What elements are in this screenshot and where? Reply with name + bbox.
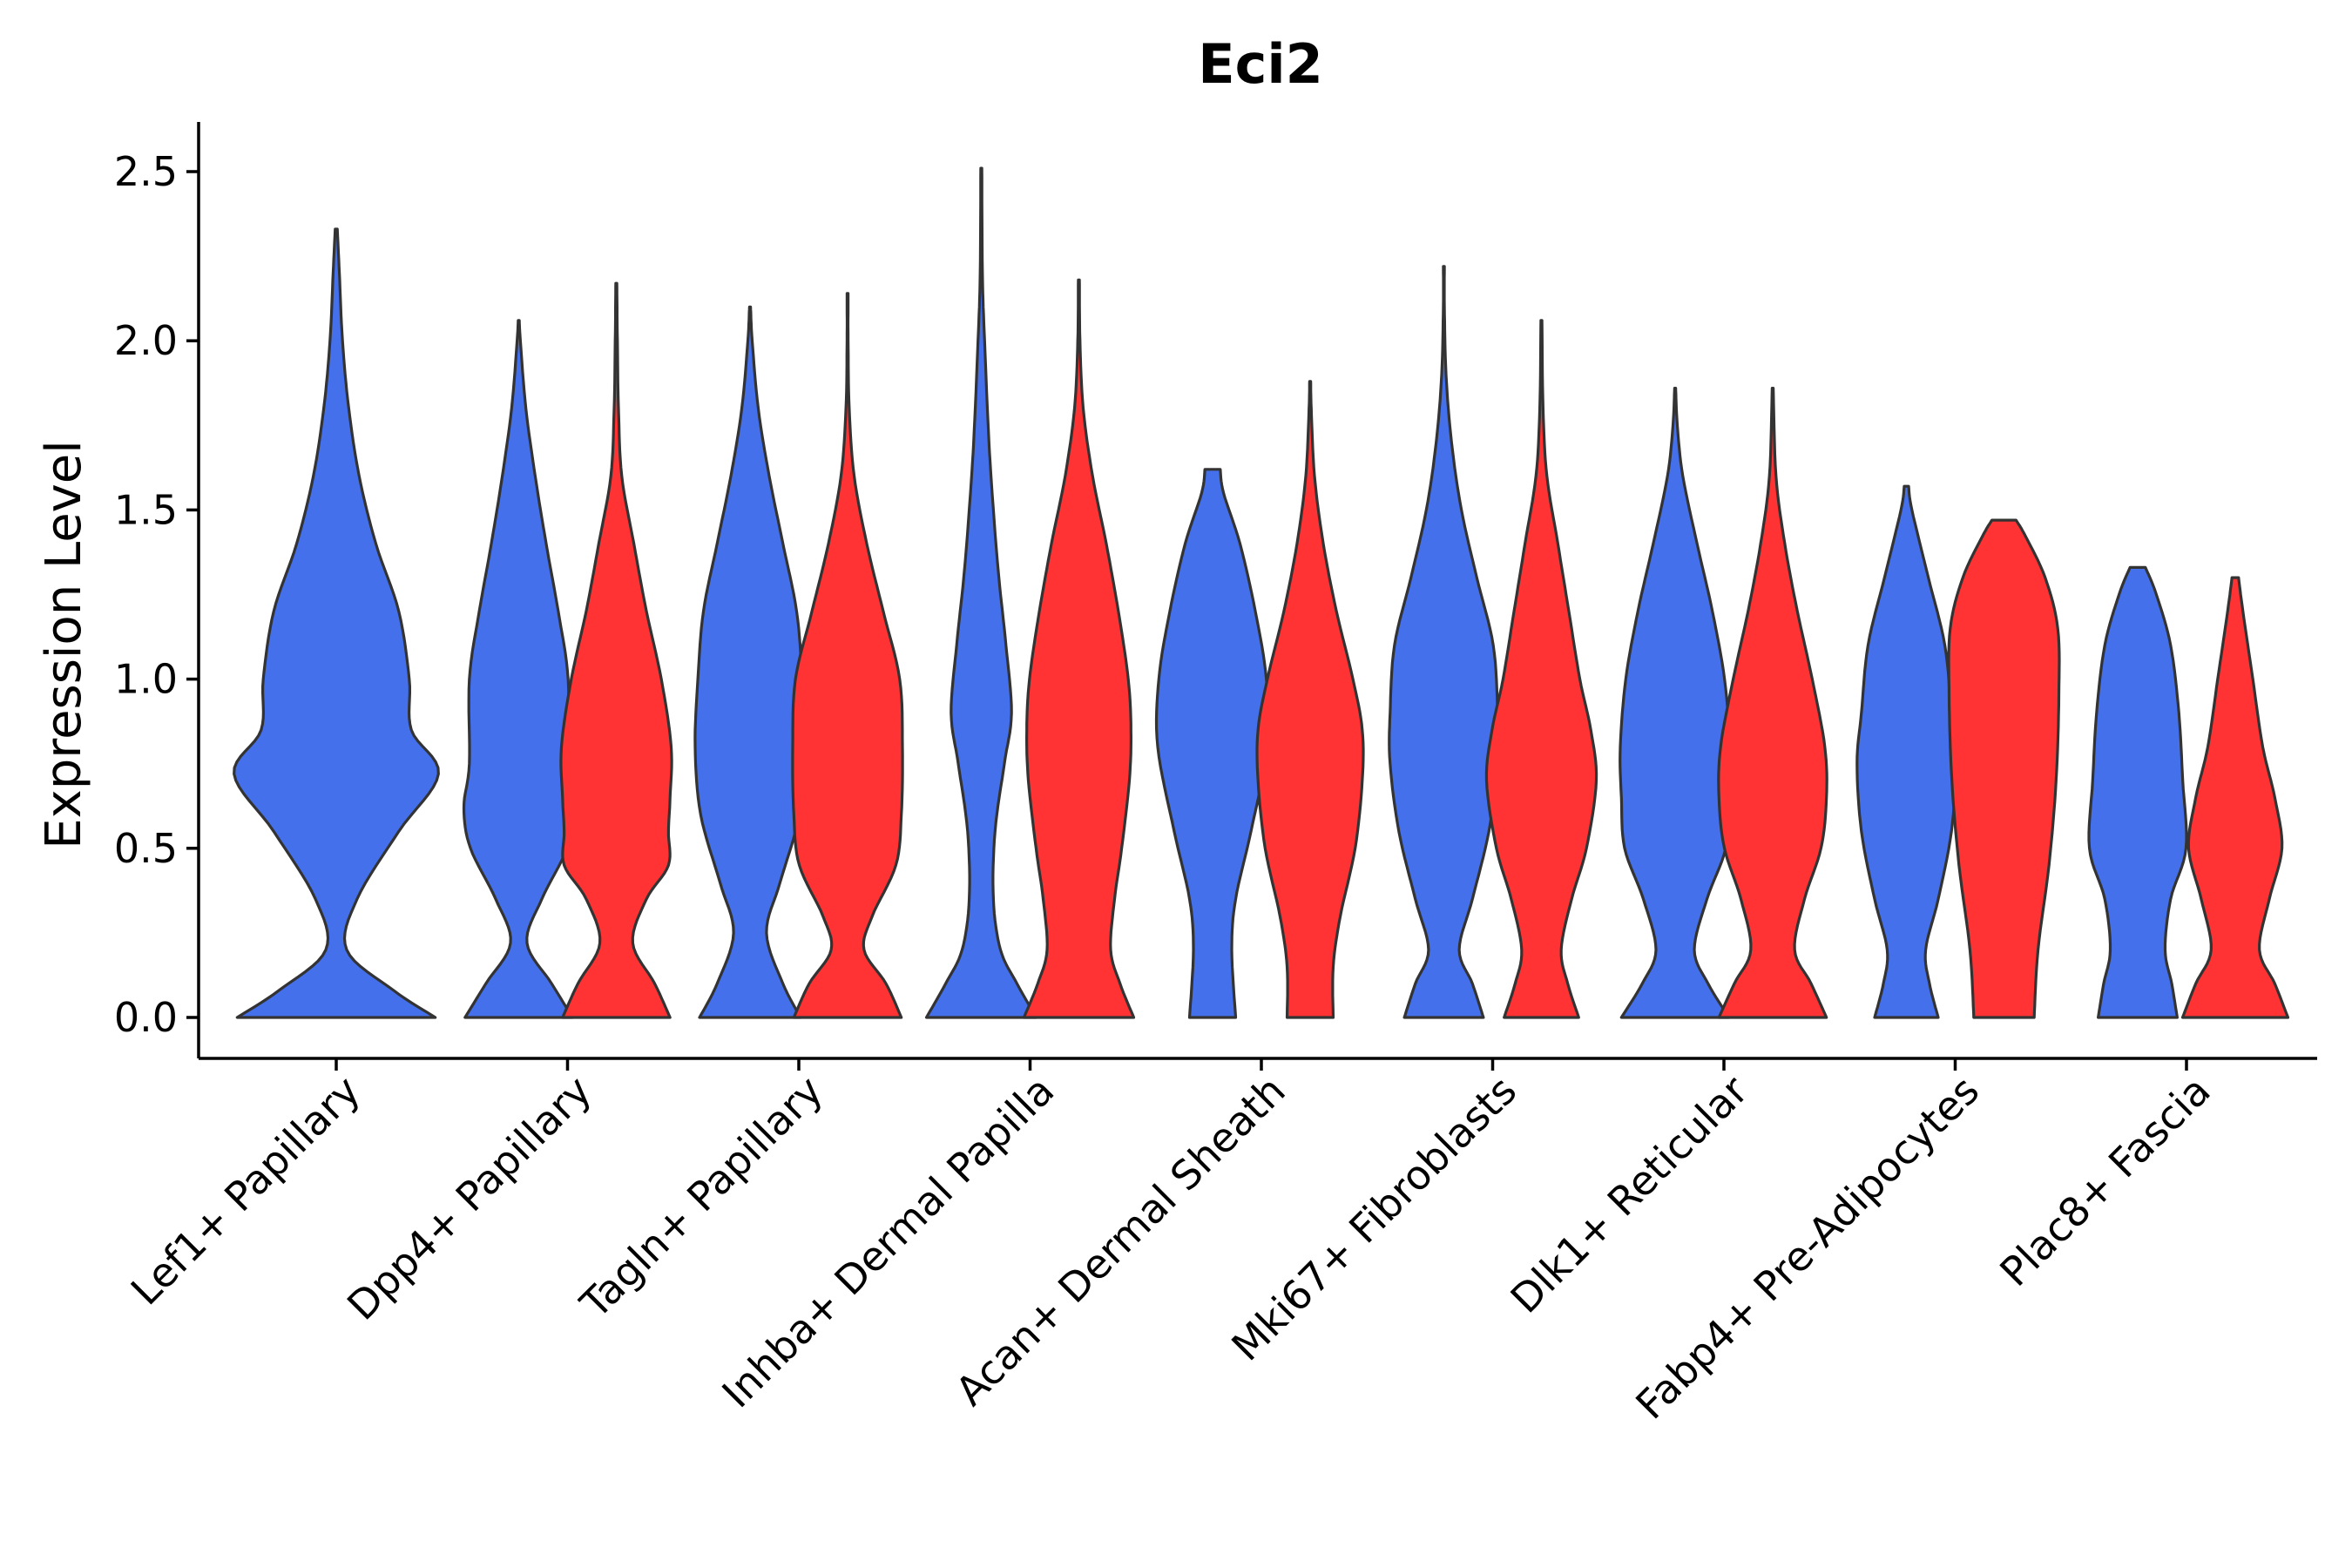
y-tick-label: 0.5 <box>114 825 178 872</box>
y-tick-label: 1.0 <box>114 656 178 703</box>
y-tick-label: 0.0 <box>114 994 178 1041</box>
violin-5-blue-group <box>1388 265 1500 1019</box>
y-tick-label: 2.0 <box>114 317 178 364</box>
violin-1-blue-group <box>462 319 576 1019</box>
x-tick-label: Plac8+ Fascia <box>1990 1067 2219 1295</box>
violin-2-blue-group <box>693 305 807 1019</box>
violin-3-red-group <box>1022 278 1136 1019</box>
violin-4-blue-group <box>1154 468 1271 1019</box>
y-tick-label: 2.5 <box>114 148 178 195</box>
violin-6-red-group <box>1717 387 1828 1019</box>
violin-2-red-group <box>791 292 904 1019</box>
violin-7-blue-group <box>1855 484 1957 1019</box>
x-tick-label: Dlk1+ Reticular <box>1502 1067 1757 1322</box>
y-tick-label: 1.5 <box>114 486 178 533</box>
x-tick-label: Dpp4+ Papillary <box>338 1067 600 1329</box>
violin-6-blue-group <box>1619 387 1732 1019</box>
violins-layer <box>233 166 2290 1019</box>
x-tick-label: Lef1+ Papillary <box>122 1067 369 1315</box>
violin-3-blue-group <box>924 166 1038 1019</box>
violin-8-red-group <box>2180 576 2290 1019</box>
chart-title: Eci2 <box>1198 32 1323 96</box>
violin-8-blue-group <box>2087 565 2188 1019</box>
violin-5-red-group <box>1484 319 1598 1019</box>
y-axis-label: Expression Level <box>36 440 92 849</box>
violin-7-red-group <box>1947 518 2061 1019</box>
violin-1-red-group <box>559 281 673 1019</box>
violin-4-red-group <box>1255 380 1365 1019</box>
violin-0-blue-group <box>233 227 440 1019</box>
x-tick-label: Tagln+ Papillary <box>571 1067 832 1328</box>
